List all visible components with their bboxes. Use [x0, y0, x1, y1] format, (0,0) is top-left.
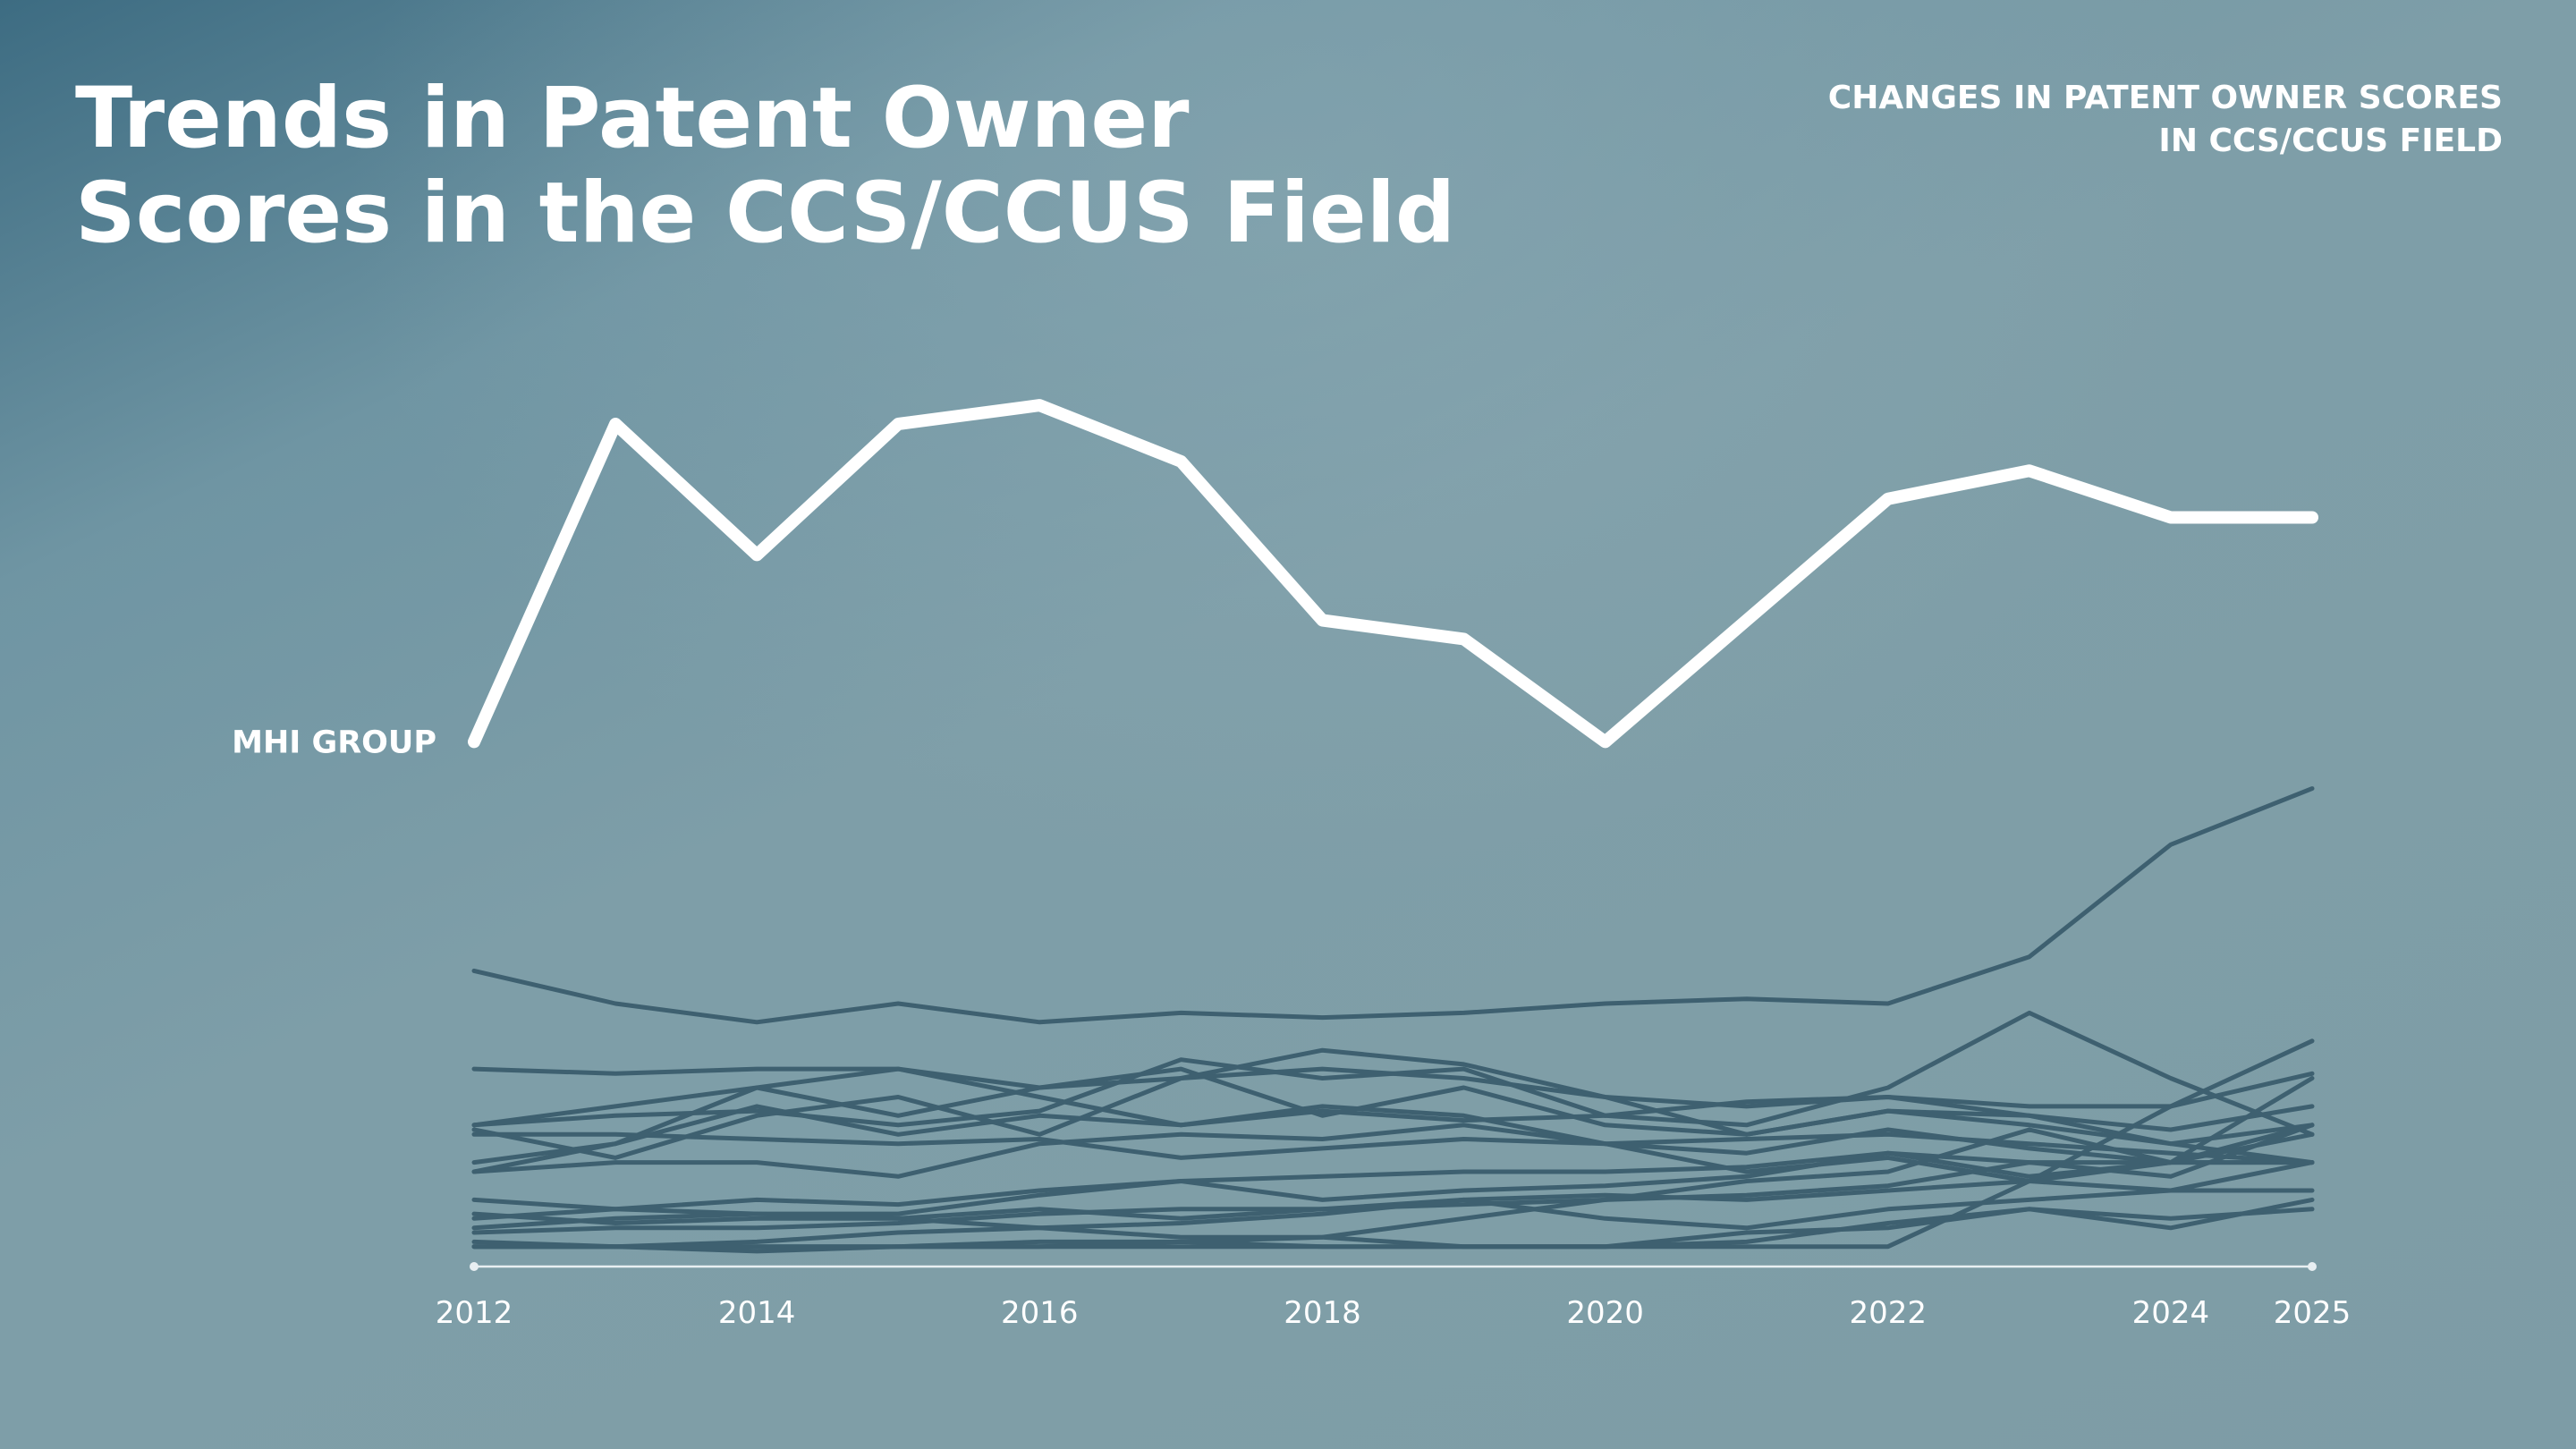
- series-label-mhi-group: MHI GROUP: [232, 724, 436, 760]
- series-line-18: [471, 1160, 2315, 1235]
- series-line-15: [471, 1066, 2315, 1165]
- series-line-5: [471, 1076, 2315, 1183]
- series-line-1: [471, 786, 2315, 1025]
- subtitle-line-1: CHANGES IN PATENT OWNER SCORES: [1827, 80, 2503, 116]
- series-lines: [471, 786, 2315, 1254]
- x-tick-label: 2012: [436, 1295, 513, 1331]
- series-line-6: [471, 1127, 2315, 1254]
- highlight-series: MHI GROUP: [232, 399, 2318, 760]
- x-tick-label: 2025: [2274, 1295, 2351, 1331]
- series-line-12: [471, 1038, 2315, 1250]
- x-tick-label: 2018: [1284, 1295, 1361, 1331]
- x-tick-label: 2022: [1850, 1295, 1928, 1331]
- series-line-10: [471, 1179, 2315, 1250]
- x-axis-end-dot: [2308, 1262, 2317, 1271]
- x-axis-start-dot: [470, 1262, 479, 1271]
- series-line-17: [471, 1047, 2315, 1160]
- series-line-16: [471, 1131, 2315, 1165]
- x-tick-label: 2020: [1566, 1295, 1644, 1331]
- x-tick-label: 2014: [718, 1295, 796, 1331]
- series-line-mhi-group: [468, 399, 2318, 749]
- x-axis: 2012 2014 2016 2018 2020 2022 2024 2025: [436, 1262, 2351, 1331]
- series-line-2: [471, 1010, 2315, 1137]
- series-line-9: [471, 1150, 2315, 1221]
- chart-subtitle: CHANGES IN PATENT OWNER SCORES IN CCS/CC…: [1698, 77, 2503, 163]
- chart-title: Trends in Patent Owner Scores in the CCS…: [75, 70, 1456, 262]
- subtitle-line-2: IN CCS/CCUS FIELD: [2158, 123, 2503, 159]
- x-tick-label: 2016: [1001, 1295, 1079, 1331]
- series-line-14: [471, 1066, 2315, 1165]
- x-tick-label: 2024: [2132, 1295, 2210, 1331]
